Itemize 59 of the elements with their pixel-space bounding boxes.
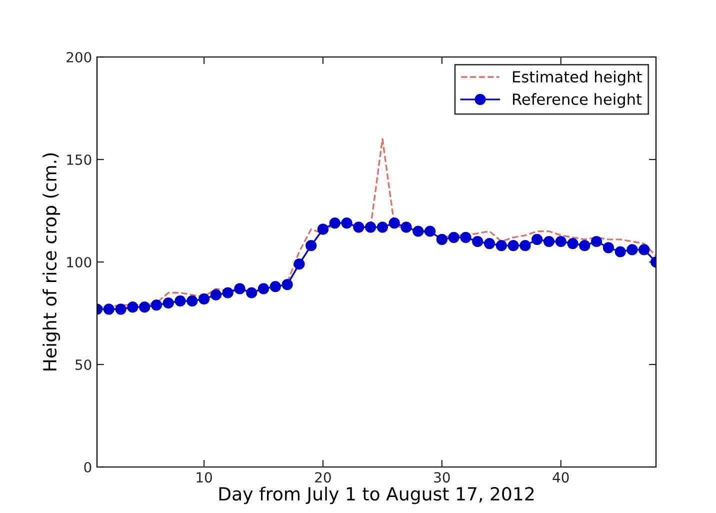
point [353,222,364,233]
y-tick-label: 50 [76,359,92,370]
point [496,240,507,252]
x-axis-title: Day from July 1 to August 17, 2012 [219,486,534,504]
point [210,289,222,300]
y-tick-label: 150 [67,154,92,165]
point [602,242,614,254]
point [317,224,329,235]
legend-label: Reference height [513,93,642,108]
point [508,240,519,252]
point [150,299,162,311]
x-tick-label: 40 [552,472,569,483]
point [638,244,650,256]
y-tick-label: 0 [84,462,92,472]
y-tick-label: 100 [67,256,92,268]
point [614,246,626,258]
point [234,283,246,294]
point [329,217,340,229]
point [186,295,198,307]
x-tick-label: 10 [196,472,212,483]
point [139,302,150,313]
point [400,222,412,233]
point [376,222,388,233]
point [579,240,590,252]
point [448,232,460,243]
point [543,236,555,248]
point [626,244,638,256]
point [258,283,270,294]
legend-label: Estimated height [513,70,642,86]
point [412,226,424,237]
point [127,302,138,313]
point [282,278,293,290]
point [590,236,602,248]
point [472,236,484,248]
point [306,240,317,252]
point [222,287,234,298]
point [341,217,352,229]
x-tick-label: 20 [315,472,331,483]
point [424,226,436,237]
point [484,238,496,250]
point [532,234,543,246]
point [520,240,531,252]
point [567,238,578,250]
point [246,287,258,298]
point [294,258,305,270]
point [436,234,448,246]
point [174,295,186,307]
point [103,304,114,315]
point [460,232,472,243]
point [115,304,126,315]
y-axis-title: Height of rice crop (cm.) [42,153,60,370]
point [198,293,210,304]
point [388,217,400,229]
x-tick-label: 30 [434,472,450,483]
point [364,222,376,233]
point [270,281,281,292]
y-tick-label: 200 [66,52,92,62]
point [555,236,566,248]
point [162,297,174,309]
